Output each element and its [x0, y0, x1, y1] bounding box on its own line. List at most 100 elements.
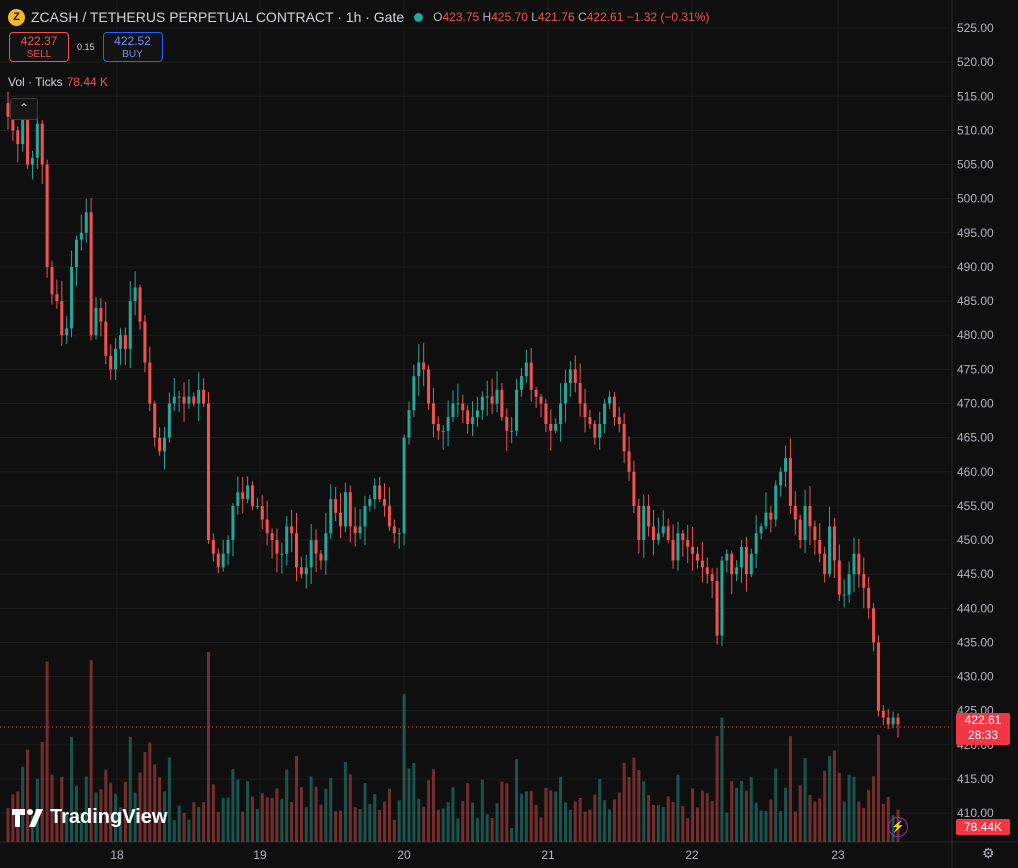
volume-bar — [417, 798, 421, 842]
chart-header: Z ZCASH / TETHERUS PERPETUAL CONTRACT · … — [8, 7, 709, 27]
candle-body — [456, 403, 460, 405]
volume-bar — [603, 800, 607, 842]
volume-bar — [275, 788, 279, 842]
candle-body — [368, 499, 372, 506]
time-axis[interactable]: 18 19 20 21 22 23 — [110, 848, 845, 862]
volume-bar — [441, 808, 445, 842]
candle-body — [392, 526, 396, 534]
volume-bar — [867, 789, 871, 842]
candle-body — [700, 560, 704, 568]
symbol-title[interactable]: ZCASH / TETHERUS PERPETUAL CONTRACT · 1h… — [31, 9, 405, 25]
candle-body — [211, 540, 215, 554]
candle-body — [695, 553, 700, 561]
candle-body — [79, 232, 83, 240]
tradingview-logo[interactable]: TradingView — [12, 806, 167, 829]
volume-bar — [793, 811, 797, 842]
volume-bar — [676, 774, 680, 842]
chevron-up-icon[interactable]: ⌃ — [10, 98, 38, 120]
time-tick-label: 19 — [253, 848, 267, 862]
candle-body — [50, 266, 54, 295]
candle-body — [740, 546, 744, 568]
time-tick-label: 22 — [685, 848, 699, 862]
volume-bar — [759, 810, 763, 842]
candle-body — [647, 505, 651, 527]
volume-bar — [740, 780, 744, 842]
volume-bar — [339, 810, 343, 842]
volume-bar — [373, 794, 377, 842]
candle-body — [114, 348, 118, 370]
candle-body — [128, 301, 132, 349]
candle-body — [515, 389, 519, 431]
volume-bar — [774, 768, 778, 842]
candle-body — [881, 710, 885, 718]
candle-body — [705, 567, 709, 575]
candle-body — [348, 492, 352, 527]
candle-body — [167, 403, 171, 438]
volume-bar — [211, 784, 215, 842]
candle-body — [549, 423, 553, 431]
candle-body — [133, 287, 137, 302]
candle-body — [6, 103, 10, 117]
volume-bar — [65, 815, 69, 842]
volume-bar — [114, 793, 118, 842]
volume-bar — [456, 818, 460, 842]
candle-body — [872, 608, 876, 643]
candle-body — [847, 574, 851, 595]
price-axis[interactable]: 525.00 520.00 515.00 510.00 505.00 500.00 495.… — [957, 21, 994, 820]
volume-bar — [270, 797, 274, 842]
volume-legend[interactable]: Vol · Ticks 78.44 K — [8, 75, 109, 89]
candle-body — [832, 526, 836, 561]
volume-bar — [60, 776, 64, 842]
volume-bar — [612, 799, 616, 842]
candle-body — [363, 505, 367, 527]
candle-body — [358, 526, 362, 534]
price-tick-label: 500.00 — [957, 192, 994, 206]
zcash-coin-icon: Z — [8, 8, 25, 26]
candle-body — [769, 512, 773, 520]
tradingview-logo-icon — [12, 808, 43, 827]
lightning-icon[interactable]: ⚡ — [888, 817, 908, 837]
candle-body — [867, 587, 871, 609]
candle-body — [784, 458, 788, 472]
volume-bar — [133, 792, 137, 842]
volume-bar — [412, 763, 416, 842]
volume-bar — [21, 766, 25, 842]
candle-body — [26, 116, 30, 165]
volume-bar — [6, 807, 10, 842]
candle-body — [500, 389, 504, 418]
candle-body — [104, 321, 108, 356]
volume-bar — [632, 757, 636, 842]
candle-body — [803, 505, 807, 541]
volume-bar — [70, 736, 74, 842]
candle-body — [11, 116, 15, 131]
volume-bar — [886, 796, 890, 842]
price-tick-label: 525.00 — [957, 21, 994, 35]
candle-body — [681, 533, 685, 541]
price-tick-label: 410.00 — [957, 806, 994, 820]
volume-bar — [197, 806, 201, 842]
candle-body — [295, 533, 299, 568]
buy-button[interactable]: 422.52 BUY — [102, 32, 163, 62]
volume-bar — [876, 734, 880, 842]
candle-body — [666, 526, 670, 541]
candle-body — [505, 417, 509, 431]
candle-body — [407, 410, 411, 438]
candle-body — [828, 526, 832, 575]
volume-bar — [319, 804, 323, 842]
volume-bar — [383, 801, 387, 842]
gear-icon[interactable]: ⚙ — [982, 845, 995, 861]
volume-bar — [568, 809, 572, 842]
volume-bar — [158, 777, 162, 842]
volume-bar — [500, 781, 504, 842]
sell-button[interactable]: 422.37 SELL — [9, 32, 69, 62]
candle-body — [285, 526, 289, 554]
volume-bar — [104, 769, 108, 842]
volume-bar — [524, 791, 528, 842]
volume-bar — [598, 778, 602, 842]
volume-bar — [89, 660, 93, 842]
volume-bar — [343, 761, 347, 842]
volume-bar — [505, 783, 509, 842]
candle-body — [539, 396, 543, 404]
volume-bar — [324, 788, 328, 842]
